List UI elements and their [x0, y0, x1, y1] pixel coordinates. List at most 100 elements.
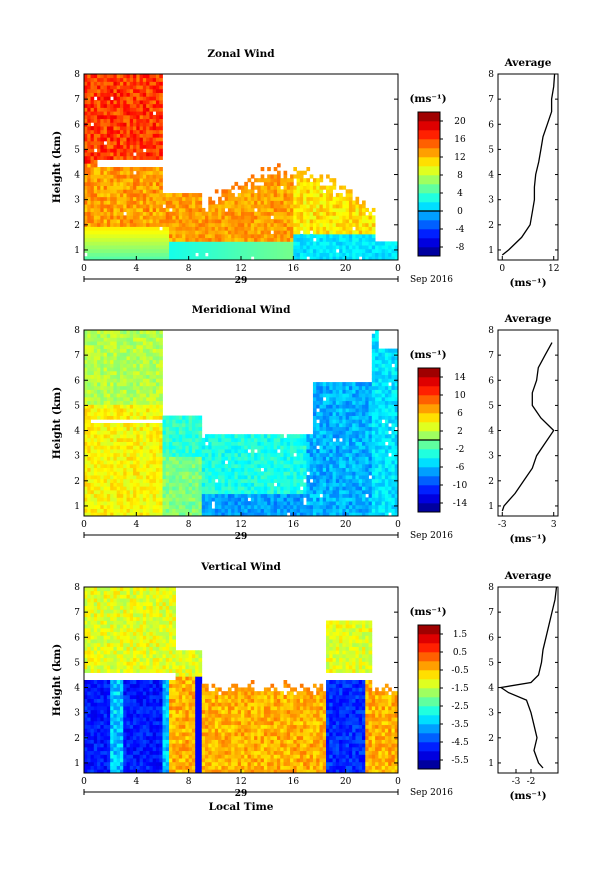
heatmap-cell [116, 248, 121, 253]
heatmap-cell [237, 193, 242, 198]
heatmap-cell [133, 207, 137, 213]
heatmap-cell [110, 359, 114, 364]
heatmap-cell [270, 486, 275, 491]
heatmap-cell [152, 393, 157, 398]
heatmap-cell [155, 374, 160, 379]
heatmap-cell [257, 215, 262, 220]
heatmap-cell [136, 396, 140, 402]
heatmap-cell [97, 107, 101, 112]
heatmap-cell [159, 508, 163, 513]
heatmap-cell [250, 237, 255, 242]
heatmap-cell [185, 504, 190, 509]
heatmap-cell [267, 207, 271, 213]
heatmap-cell [224, 437, 229, 442]
heatmap-cell [133, 189, 137, 194]
heatmap-cell [84, 400, 88, 405]
heatmap-cell [106, 344, 111, 349]
heatmap-cell [273, 215, 278, 220]
heatmap-cell [123, 348, 127, 353]
heatmap-cell [84, 233, 88, 239]
heatmap-cell [165, 493, 170, 498]
heatmap-cell [136, 226, 140, 231]
heatmap-cell [116, 363, 121, 368]
heatmap-cell [146, 385, 150, 390]
heatmap-cell [254, 226, 258, 231]
heatmap-cell [110, 330, 114, 335]
heatmap-cell [316, 411, 320, 416]
heatmap-cell [87, 107, 91, 112]
heatmap-cell [293, 456, 297, 461]
heatmap-cell [188, 475, 193, 480]
heatmap-cell [316, 441, 320, 446]
heatmap-cell [152, 493, 157, 498]
heatmap-cell [224, 501, 229, 506]
heatmap-cell [126, 330, 131, 335]
heatmap-cell [155, 482, 160, 487]
heatmap-cell [234, 434, 239, 439]
heatmap-cell [227, 248, 232, 253]
heatmap-cell [211, 497, 216, 502]
heatmap-cell [146, 148, 150, 153]
heatmap-cell [103, 363, 108, 368]
heatmap-cell [198, 415, 203, 420]
heatmap-cell [299, 456, 304, 461]
heatmap-cell [257, 441, 262, 446]
heatmap-cell [152, 155, 157, 160]
heatmap-cell [136, 367, 140, 372]
heatmap-cell [133, 81, 137, 86]
heatmap-cell [136, 74, 140, 79]
heatmap-cell [368, 252, 373, 257]
heatmap-cell [100, 85, 105, 90]
heatmap-cell [267, 233, 271, 239]
heatmap-cell [290, 185, 294, 190]
heatmap-cell [322, 482, 327, 487]
heatmap-cell [221, 471, 226, 476]
heatmap-cell [152, 103, 157, 108]
heatmap-cell [119, 144, 124, 149]
heatmap-cell [312, 222, 317, 227]
heatmap-cell [113, 400, 118, 405]
heatmap-cell [241, 237, 245, 242]
heatmap-cell [106, 252, 111, 257]
heatmap-cell [299, 196, 304, 201]
heatmap-cell [159, 193, 163, 198]
heatmap-cell [93, 207, 98, 213]
heatmap-cell [273, 233, 278, 239]
heatmap-cell [296, 237, 301, 242]
heatmap-cell [87, 497, 91, 502]
heatmap-cell [162, 248, 167, 253]
heatmap-cell [146, 167, 150, 172]
heatmap-cell [155, 148, 160, 153]
heatmap-cell [84, 419, 88, 424]
heatmap-cell [175, 489, 180, 495]
heatmap-cell [214, 207, 219, 213]
heatmap-cell [93, 248, 98, 253]
heatmap-cell [113, 489, 118, 495]
heatmap-cell [257, 456, 262, 461]
heatmap-cell [283, 245, 288, 250]
heatmap-cell [159, 404, 163, 409]
heatmap-cell [260, 222, 265, 227]
heatmap-cell [227, 204, 232, 209]
heatmap-cell [326, 493, 330, 498]
heatmap-cell [133, 411, 137, 416]
heatmap-cell [290, 256, 294, 261]
heatmap-cell [100, 389, 105, 394]
heatmap-cell [100, 367, 105, 372]
heatmap-cell [149, 333, 154, 338]
heatmap-cell [106, 493, 111, 498]
heatmap-cell [159, 207, 163, 213]
heatmap-cell [198, 245, 203, 250]
heatmap-cell [316, 460, 320, 465]
heatmap-cell [218, 211, 222, 216]
heatmap-cell [113, 330, 118, 335]
heatmap-cell [316, 256, 320, 261]
heatmap-cell [178, 493, 183, 498]
heatmap-cell [90, 508, 95, 513]
heatmap-cell [345, 256, 350, 261]
heatmap-cell [188, 456, 193, 461]
heatmap-cell [329, 404, 333, 409]
heatmap-cell [113, 100, 118, 105]
heatmap-cell [126, 96, 131, 101]
heatmap-cell [329, 393, 333, 398]
